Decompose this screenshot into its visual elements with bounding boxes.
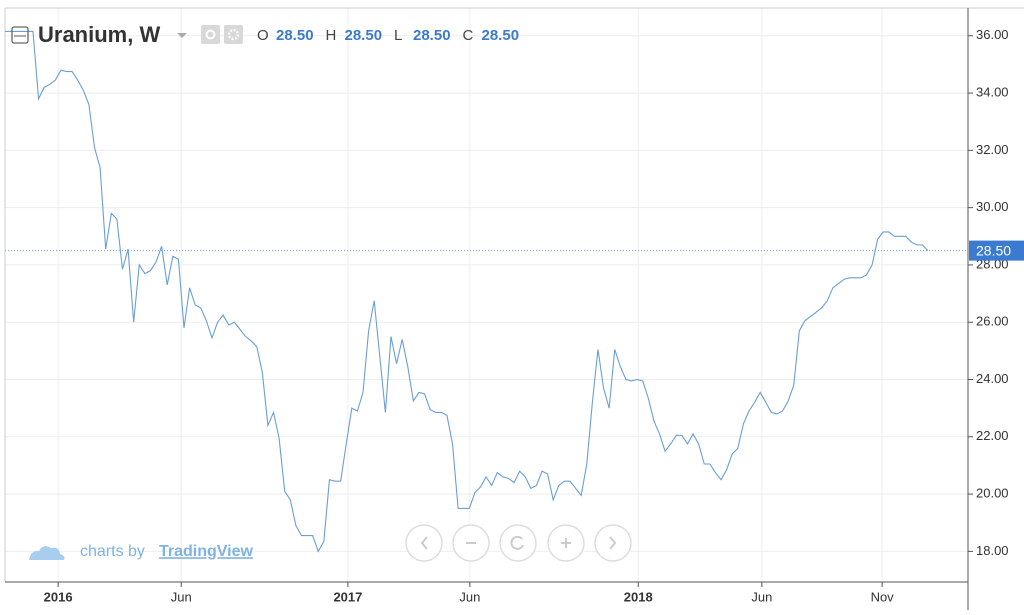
x-tick-label: 2016 (44, 589, 73, 604)
y-tick-label: 34.00 (976, 85, 1009, 100)
last-price-tag (969, 240, 1024, 261)
ohlc-value: 28.50 (482, 27, 520, 44)
nav-buttons (405, 524, 632, 562)
ohlc-value: 28.50 (413, 27, 451, 44)
y-tick-label: 24.00 (976, 371, 1009, 386)
scroll-right-button[interactable] (594, 524, 632, 562)
x-tick-label: Jun (171, 589, 192, 604)
x-tick-label: Jun (751, 589, 772, 604)
plot (5, 30, 968, 553)
x-tick-label: Nov (871, 589, 895, 604)
chart-title: Uranium, W (38, 22, 160, 47)
y-tick-label: 36.00 (976, 27, 1009, 42)
ohlc-label: H (326, 27, 337, 44)
settings-icon (227, 28, 240, 41)
watermark-text: charts by (80, 543, 145, 560)
last-price-label: 28.50 (976, 242, 1011, 258)
y-tick-label: 18.00 (976, 543, 1009, 558)
x-tick-label: 2018 (624, 589, 653, 604)
legend: Uranium, W (11, 22, 243, 47)
scroll-left-button[interactable] (405, 524, 443, 562)
y-tick-label: 26.00 (976, 314, 1009, 329)
y-tick-label: 22.00 (976, 428, 1009, 443)
y-tick-label: 30.00 (976, 199, 1009, 214)
y-tick-label: 32.00 (976, 142, 1009, 157)
watermark-brand[interactable]: TradingView (159, 543, 254, 560)
x-tick-label: 2017 (333, 589, 362, 604)
eye-icon (205, 29, 216, 40)
legend-icon[interactable] (11, 26, 29, 44)
ohlc-value: 28.50 (276, 27, 314, 44)
grid (5, 8, 968, 582)
eye-button[interactable] (201, 25, 220, 44)
price-line (5, 30, 929, 553)
ohlc-label: C (463, 27, 474, 44)
y-tick-label: 20.00 (976, 486, 1009, 501)
ohlc-value: 28.50 (345, 27, 383, 44)
dropdown-arrow[interactable] (177, 33, 187, 38)
reset-button[interactable] (499, 524, 537, 562)
settings-button[interactable] (224, 25, 243, 44)
watermark: charts by TradingView (29, 543, 254, 560)
ohlc: O 28.50 H 28.50 L 28.50 C 28.50 (257, 27, 519, 44)
ohlc-label: O (257, 27, 269, 44)
watermark-logo (29, 546, 65, 560)
nav-icons (420, 535, 617, 550)
ohlc-label: L (394, 27, 402, 44)
x-tick-label: Jun (459, 589, 480, 604)
